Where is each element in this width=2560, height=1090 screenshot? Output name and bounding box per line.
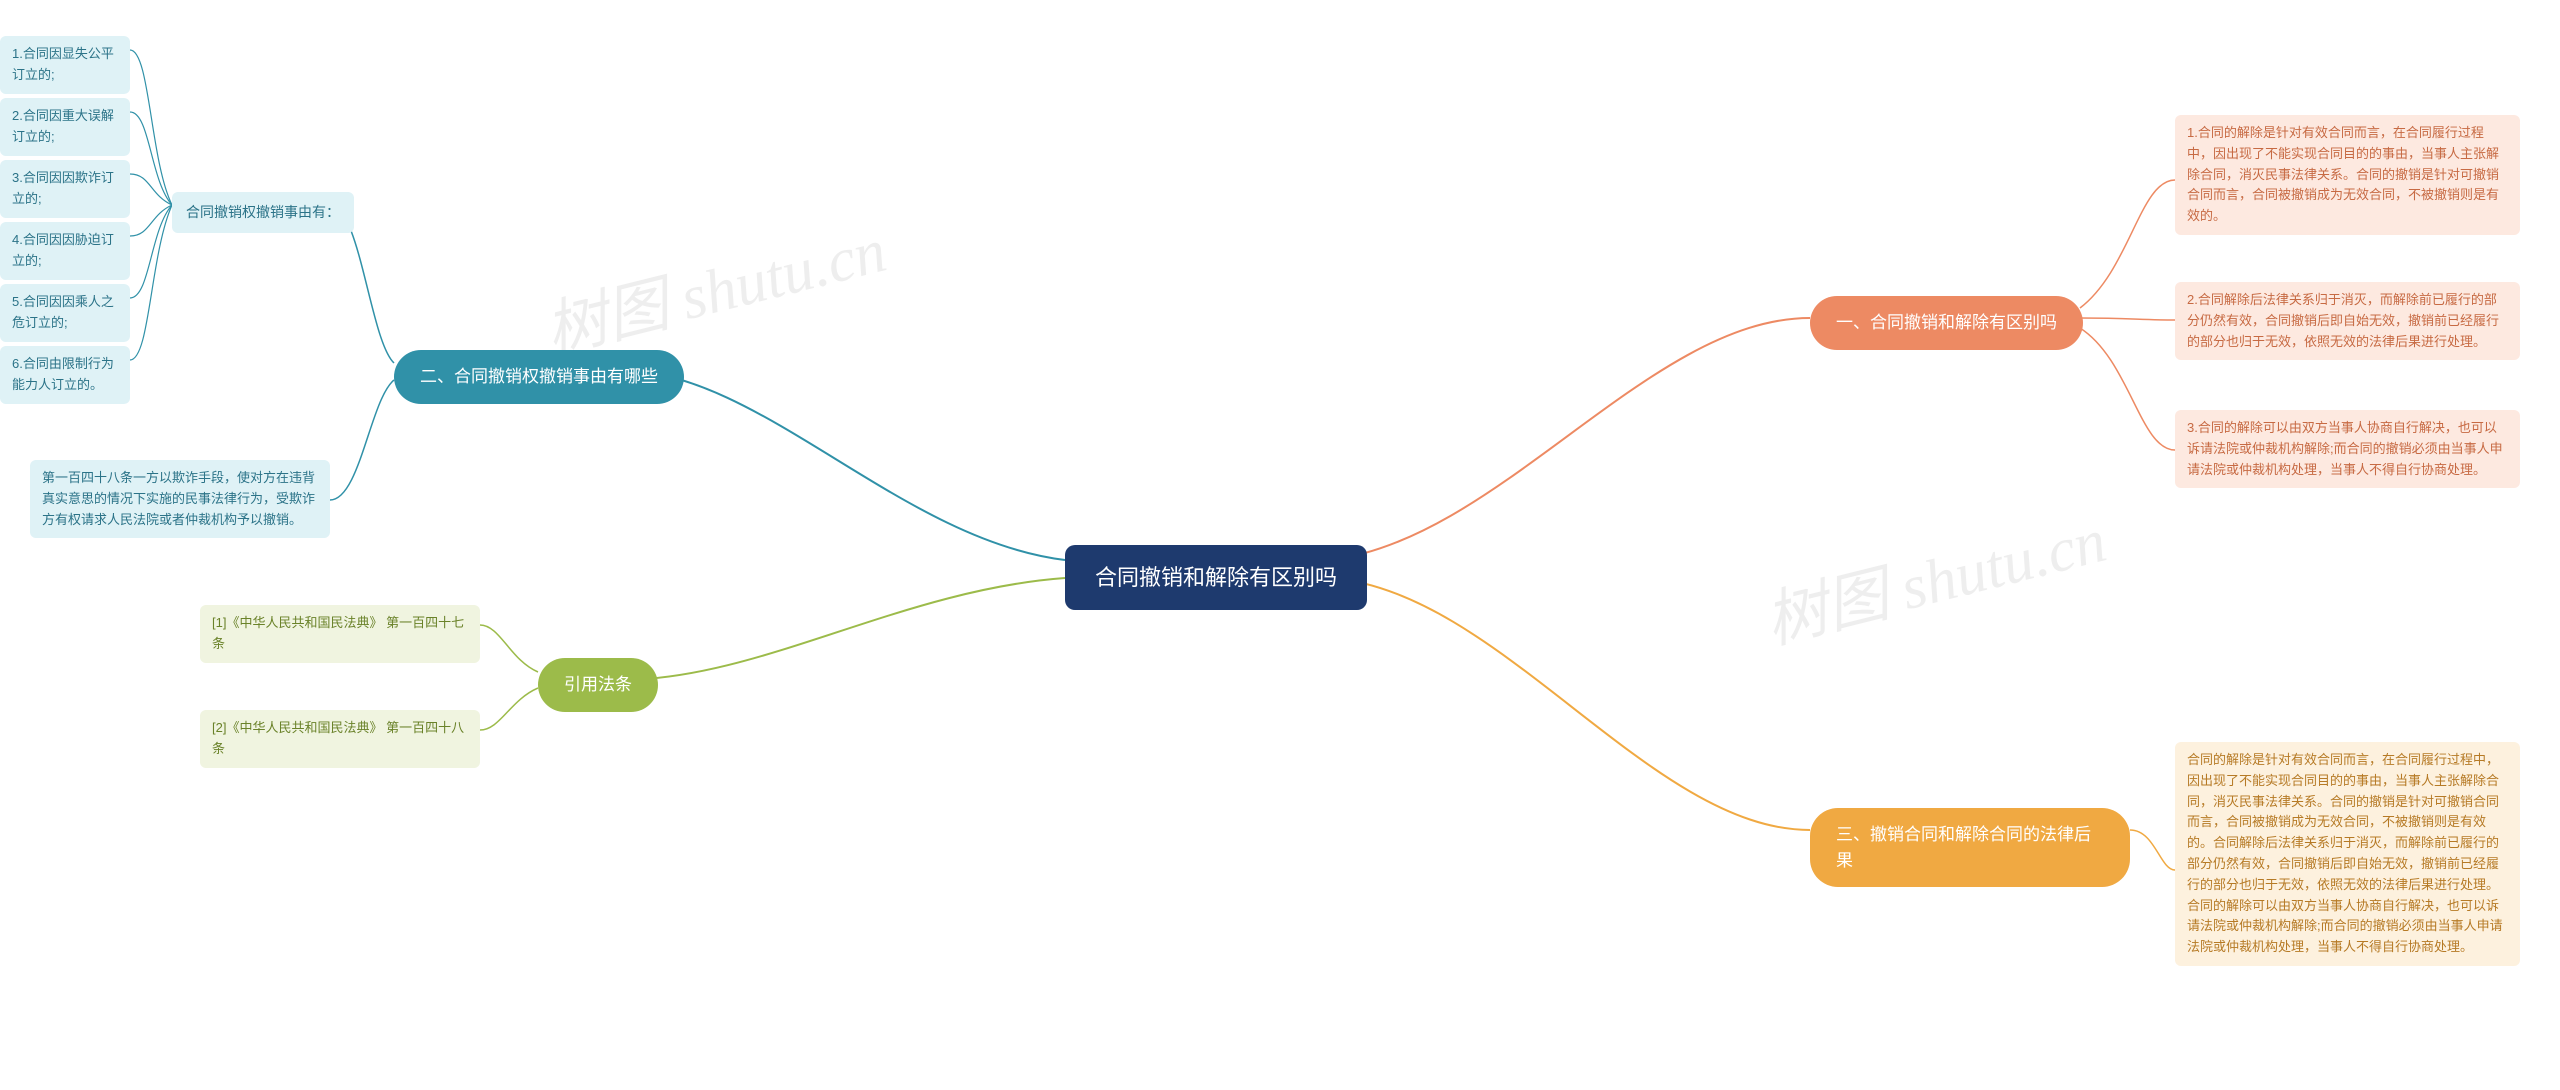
branch-2[interactable]: 二、合同撤销权撤销事由有哪些	[394, 350, 684, 404]
branch-2-leaf-1: 2.合同因重大误解订立的;	[0, 98, 130, 156]
branch-1-leaf-0: 1.合同的解除是针对有效合同而言，在合同履行过程中，因出现了不能实现合同目的的事…	[2175, 115, 2520, 235]
branch-2-leaf-4: 5.合同因因乘人之危订立的;	[0, 284, 130, 342]
branch-3-leaf: 合同的解除是针对有效合同而言，在合同履行过程中，因出现了不能实现合同目的的事由，…	[2175, 742, 2520, 966]
branch-2-leaf-5: 6.合同由限制行为能力人订立的。	[0, 346, 130, 404]
root-node[interactable]: 合同撤销和解除有区别吗	[1065, 545, 1367, 610]
branch-2-leaf-3: 4.合同因因胁迫订立的;	[0, 222, 130, 280]
branch-1[interactable]: 一、合同撤销和解除有区别吗	[1810, 296, 2083, 350]
branch-1-leaf-1: 2.合同解除后法律关系归于消灭，而解除前已履行的部分仍然有效，合同撤销后即自始无…	[2175, 282, 2520, 360]
branch-3[interactable]: 三、撤销合同和解除合同的法律后果	[1810, 808, 2130, 887]
branch-4[interactable]: 引用法条	[538, 658, 658, 712]
branch-4-leaf-1: [2]《中华人民共和国民法典》 第一百四十八条	[200, 710, 480, 768]
branch-2-leaf-2: 3.合同因因欺诈订立的;	[0, 160, 130, 218]
branch-2-leaf-0: 1.合同因显失公平订立的;	[0, 36, 130, 94]
branch-4-leaf-0: [1]《中华人民共和国民法典》 第一百四十七条	[200, 605, 480, 663]
branch-2-sub: 合同撤销权撤销事由有：	[172, 192, 354, 233]
watermark: 树图 shutu.cn	[534, 199, 893, 370]
watermark: 树图 shutu.cn	[1754, 489, 2113, 660]
branch-1-leaf-2: 3.合同的解除可以由双方当事人协商自行解决，也可以诉请法院或仲裁机构解除;而合同…	[2175, 410, 2520, 488]
branch-2-note: 第一百四十八条一方以欺诈手段，使对方在违背真实意思的情况下实施的民事法律行为，受…	[30, 460, 330, 538]
